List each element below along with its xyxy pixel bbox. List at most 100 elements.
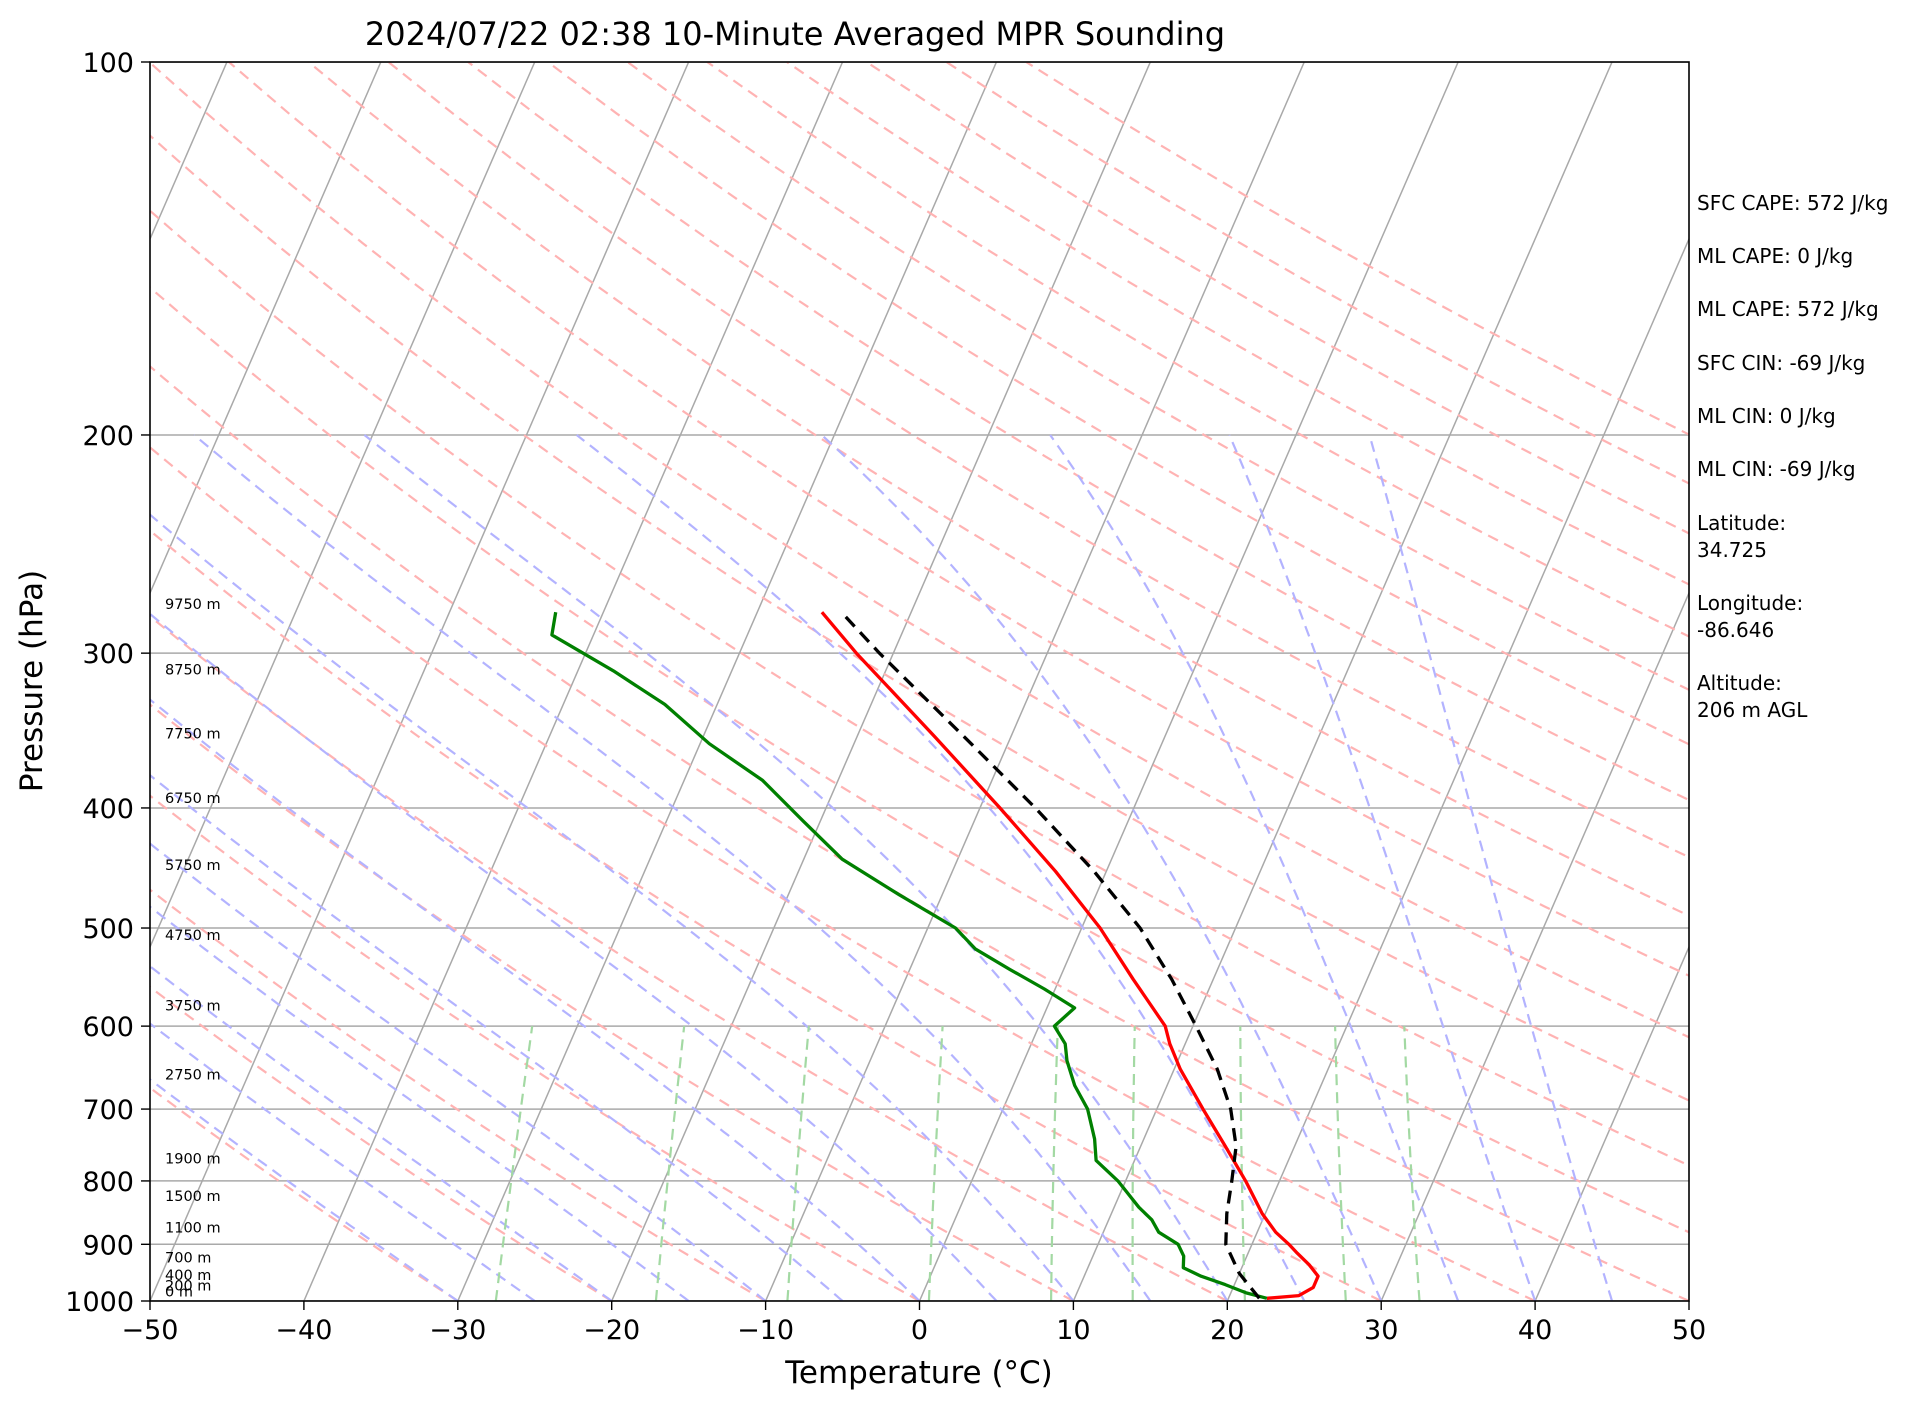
x-tick-label: 20 [1210,1315,1244,1346]
mixing-ratio-line [1334,1026,1347,1301]
moist-adiabat-line [150,698,921,1301]
mixing-ratio-line [1050,1026,1059,1301]
moist-adiabat-line [150,1022,536,1301]
sfc-cin-text: SFC CIN: -69 J/kg [1697,351,1865,375]
isotherm-line [1534,945,1689,1301]
x-axis-label: Temperature (°C) [784,1355,1053,1391]
height-label: 3750 m [165,998,221,1014]
height-label: 6750 m [165,791,221,807]
y-tick-label: 1000 [65,1287,134,1318]
moist-adiabat-line [150,513,1075,1301]
x-tick-label: −30 [429,1315,486,1346]
isotherm-line [1226,237,1689,1301]
x-tick-label: −50 [122,1315,179,1346]
dry-adiabat-line [150,364,1689,1301]
info-panel: SFC CAPE: 572 J/kg ML CAPE: 0 J/kg ML CA… [1697,191,1888,722]
mixing-ratio-line [1131,1026,1136,1301]
moist-adiabat-line [1228,434,1537,1301]
dry-adiabat-line [150,134,1689,1102]
mixing-ratio-line [1403,1026,1421,1301]
x-tick-label: −20 [583,1315,640,1346]
moist-adiabat-line [150,612,998,1301]
altitude-label: Altitude: [1697,671,1782,695]
moist-adiabat-line [1049,434,1460,1301]
y-tick-label: 900 [82,1230,134,1261]
moist-adiabat-line [150,773,844,1301]
dry-adiabat-line [706,62,1689,638]
x-tick-label: −40 [275,1315,332,1346]
latitude-label: Latitude: [1697,511,1786,535]
isotherm-line [303,62,844,1301]
longitude-label: Longitude: [1697,591,1803,615]
dry-adiabat-line [150,888,767,1301]
height-label: 1900 m [165,1152,221,1168]
x-axis-ticks: −50 −40 −30 −20 −10 0 10 20 30 40 50 [122,1301,1706,1346]
isotherm-line [1072,62,1613,1301]
y-axis-ticks: 100 200 300 400 500 600 700 800 900 1000 [65,48,150,1318]
height-label: 5750 m [165,858,221,874]
height-label: 7750 m [165,727,221,743]
dry-adiabat-line [228,62,1689,977]
height-label: 8750 m [165,662,221,678]
longitude-value: -86.646 [1697,618,1774,642]
mixing-ratio-line [786,1026,810,1301]
y-tick-label: 200 [82,421,134,452]
height-label: 0 m [165,1285,193,1301]
moist-adiabat-line [193,434,1152,1301]
isotherm-line [150,62,690,1301]
dry-adiabat-line [150,62,1689,1039]
temperature-trace [820,611,1320,1300]
x-tick-label: 40 [1518,1315,1552,1346]
dry-adiabat-line [307,62,1689,917]
sfc-cape-text: SFC CAPE: 572 J/kg [1697,191,1888,215]
mixing-ratio-line [494,1025,534,1301]
height-label: 9750 m [165,597,221,613]
moist-adiabat-line [363,434,1229,1301]
x-tick-label: 0 [911,1315,928,1346]
height-label: 700 m [165,1251,211,1267]
x-tick-label: 10 [1056,1315,1090,1346]
height-labels: 9750 m 8750 m 7750 m 6750 m 5750 m 4750 m 3750… [165,597,221,1300]
y-tick-label: 100 [82,48,134,79]
dry-adiabat-line [150,985,613,1301]
background-lines [150,62,1921,1301]
isotherm-line [918,62,1459,1301]
height-label: 400 m [165,1268,211,1284]
chart-title: 2024/07/22 02:38 10-Minute Averaged MPR … [365,15,1225,53]
isotherm-line [764,62,1305,1301]
y-tick-label: 700 [82,1095,134,1126]
y-tick-label: 300 [82,639,134,670]
moist-adiabat-line [150,1078,459,1301]
mixing-ratio-line [1239,1026,1246,1301]
y-tick-label: 800 [82,1167,134,1198]
height-label: 1100 m [165,1221,221,1237]
ml-cape-text-2: ML CAPE: 572 J/kg [1697,297,1879,321]
ml-cin-text: ML CIN: 0 J/kg [1697,404,1836,428]
x-tick-label: 30 [1364,1315,1398,1346]
dry-adiabat-line [150,794,921,1301]
latitude-value: 34.725 [1697,538,1767,562]
isotherm-line [1380,591,1689,1301]
height-label: 2750 m [165,1068,221,1084]
isotherm-line [150,62,382,595]
dry-adiabat-line [467,62,1689,802]
y-axis-label: Pressure (hPa) [14,570,50,792]
mixing-ratio-line [927,1026,944,1301]
height-label: 1500 m [165,1189,221,1205]
isotherm-line [150,62,536,949]
moist-adiabat-line [820,434,1383,1301]
height-label: 4750 m [165,928,221,944]
y-tick-label: 500 [82,914,134,945]
ml-cin-text-2: ML CIN: -69 J/kg [1697,457,1856,481]
parcel-trace [843,614,1261,1300]
plot-frame [149,61,1690,1302]
y-tick-label: 400 [82,794,134,825]
dry-adiabat-line [150,703,1074,1301]
moist-adiabat-line [1368,434,1614,1301]
isotherm-line [1843,62,1921,1301]
moist-adiabat-line [576,434,1306,1301]
moist-adiabat-line [150,964,613,1301]
dry-adiabat-line [547,62,1689,746]
dewpoint-trace [550,611,1268,1300]
